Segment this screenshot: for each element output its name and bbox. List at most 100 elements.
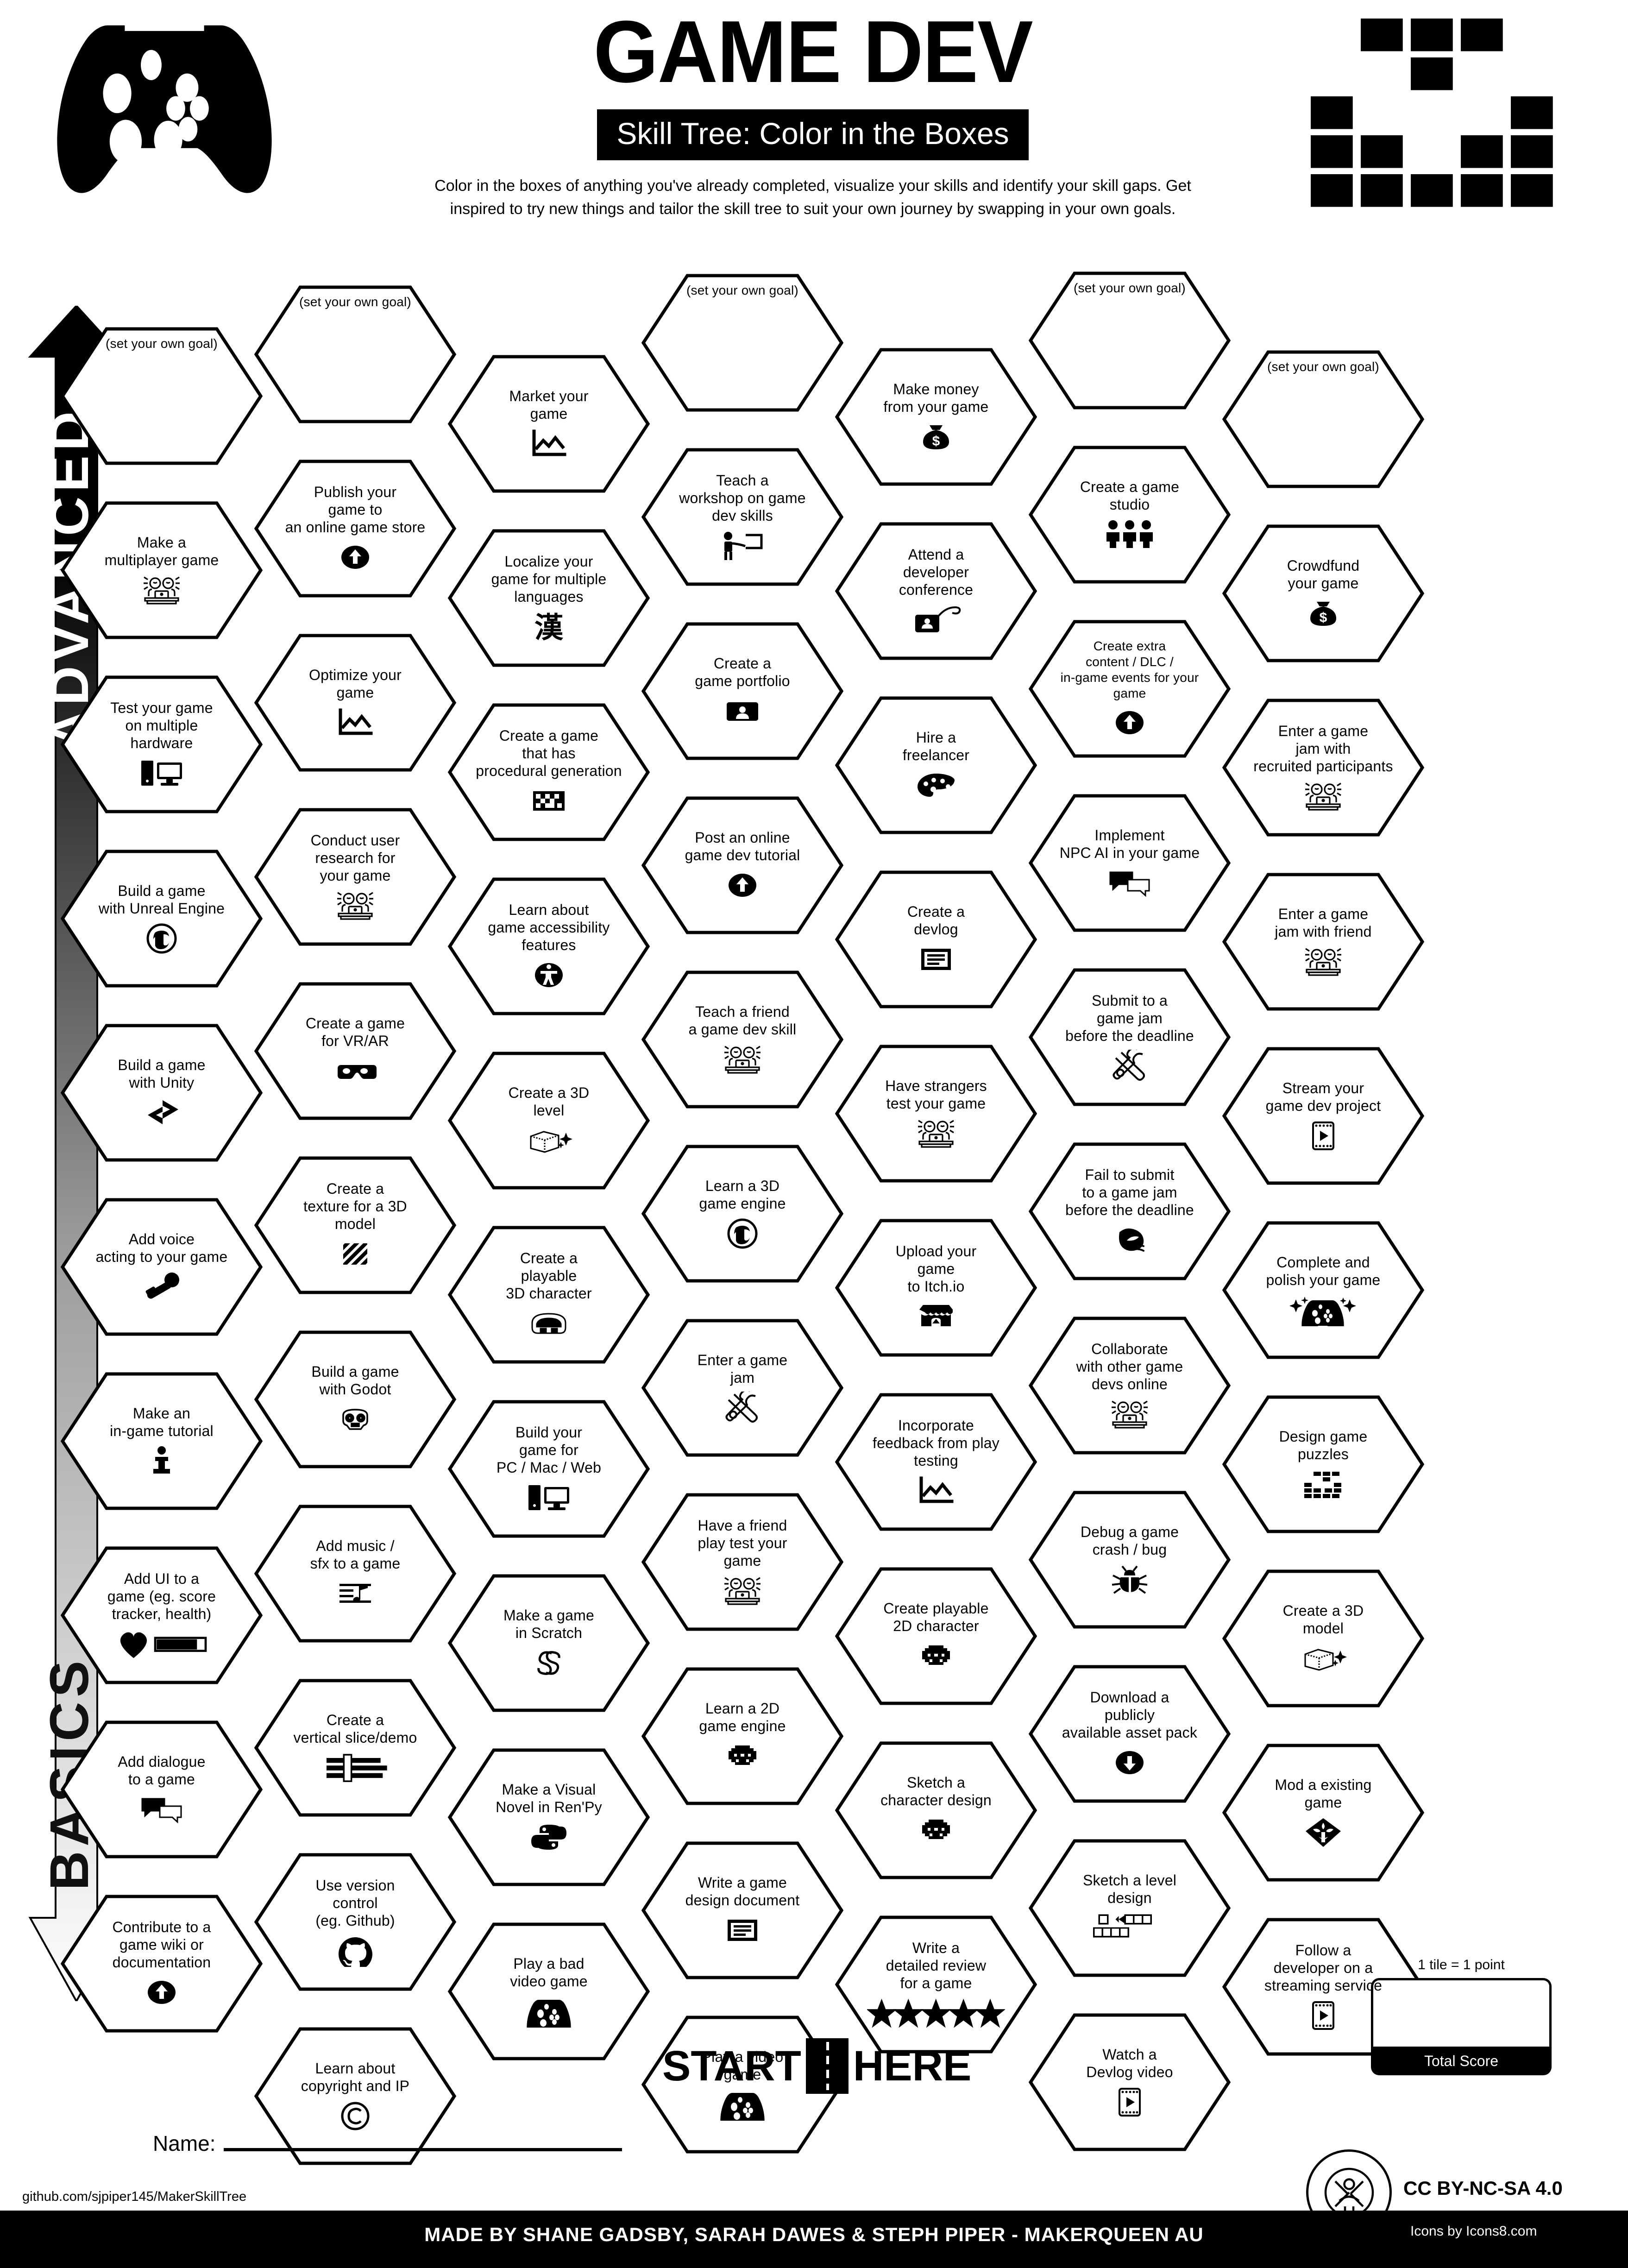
skill-hex-tile[interactable]: Create a game for VR/AR (254, 982, 457, 1121)
skill-hex-tile[interactable]: Play a bad video game (447, 1922, 650, 2061)
skill-hex-tile[interactable]: Have a friend play test your game (641, 1493, 844, 1632)
two-people-laptop-icon (138, 573, 185, 607)
skill-hex-tile[interactable]: Create playable 2D character (835, 1567, 1037, 1706)
name-input-line[interactable] (224, 2148, 622, 2151)
skill-hex-tile[interactable]: Teach a workshop on game dev skills (641, 447, 844, 586)
github-url[interactable]: github.com/sjpiper145/MakerSkillTree (22, 2189, 247, 2204)
hex-outline (60, 327, 263, 466)
skill-hex-tile[interactable]: Complete and polish your game (1222, 1221, 1425, 1360)
skill-hex-tile[interactable]: Fail to submit to a game jam before the de… (1028, 1142, 1231, 1281)
svg-text:$: $ (1320, 610, 1327, 625)
score-input-area[interactable] (1371, 1978, 1552, 2048)
skill-hex-tile[interactable]: (set your own goal) (1028, 271, 1231, 410)
skill-hex-tile[interactable]: Write a game design document (641, 1841, 844, 1980)
skill-hex-tile[interactable]: Enter a game jam with friend (1222, 872, 1425, 1011)
skill-hex-tile[interactable]: Use version control (eg. Github) (254, 1852, 457, 1991)
skill-hex-tile[interactable]: Mod a existing game (1222, 1743, 1425, 1882)
skill-hex-tile[interactable]: Download a publicly available asset pack (1028, 1664, 1231, 1803)
name-field-row[interactable]: Name: (153, 2131, 622, 2156)
heart-healthbar-icon (115, 1627, 208, 1661)
skill-hex-tile[interactable]: Crowdfund your game $ (1222, 524, 1425, 663)
skill-hex-tile[interactable]: Incorporate feedback from play testing (835, 1392, 1037, 1531)
skill-hex-tile[interactable]: Add music / sfx to a game (254, 1504, 457, 1643)
skill-hex-tile[interactable]: (set your own goal) (1222, 350, 1425, 489)
skill-hex-tile[interactable]: Create a 3D model (1222, 1569, 1425, 1708)
skill-hex-tile[interactable]: Collaborate with other game devs online (1028, 1316, 1231, 1455)
total-score-box[interactable]: Total Score (1371, 1978, 1552, 2075)
skill-hex-tile[interactable]: Debug a game crash / bug (1028, 1490, 1231, 1629)
skill-hex-tile[interactable]: Watch a Devlog video (1028, 2013, 1231, 2152)
skill-hex-tile[interactable]: Hire a freelancer (835, 696, 1037, 835)
skill-hex-tile[interactable]: Build a game with Godot (254, 1330, 457, 1469)
skill-hex-tile[interactable]: Add dialogue to a game (60, 1720, 263, 1859)
skill-hex-tile[interactable]: Attend a developer conference (835, 522, 1037, 661)
skill-hex-tile[interactable]: Test your game on multiple hardware (60, 675, 263, 814)
skill-hex-tile[interactable]: Implement NPC AI in your game (1028, 794, 1231, 932)
skill-tile-label: Write a detailed review for a game (886, 1940, 987, 1991)
skill-tile-label: Optimize your game (309, 667, 402, 701)
skill-hex-tile[interactable]: Follow a developer on a streaming service (1222, 1917, 1425, 2056)
skill-hex-tile[interactable]: Make a Visual Novel in Ren'Py (447, 1748, 650, 1887)
skill-hex-tile[interactable]: Write a detailed review for a game (835, 1915, 1037, 2054)
skill-hex-tile[interactable]: Create a texture for a 3D model (254, 1156, 457, 1295)
skill-hex-tile[interactable]: Play a video game (641, 2015, 844, 2154)
skill-hex-tile[interactable]: Create a game that has procedural generati… (447, 703, 650, 842)
skill-hex-tile[interactable]: Submit to a game jam before the deadline (1028, 968, 1231, 1107)
skill-hex-tile[interactable]: Conduct user research for your game (254, 807, 457, 946)
skill-hex-tile[interactable]: (set your own goal) (60, 327, 263, 466)
skill-hex-tile[interactable]: Post an online game dev tutorial (641, 796, 844, 935)
skill-tile-label: Create a 3D level (508, 1084, 590, 1119)
skill-hex-tile[interactable]: Sketch a character design (835, 1741, 1037, 1880)
skill-hex-tile[interactable]: Design game puzzles (1222, 1395, 1425, 1534)
skill-hex-tile[interactable]: (set your own goal) (254, 285, 457, 424)
skill-hex-tile[interactable]: Create a game portfolio (641, 622, 844, 761)
skill-tile-label: Build your game for PC / Mac / Web (496, 1424, 602, 1476)
skill-hex-tile[interactable]: Build your game for PC / Mac / Web (447, 1399, 650, 1538)
skill-hex-tile[interactable]: Publish your game to an online game store (254, 459, 457, 598)
skill-hex-tile[interactable]: Upload your game to Itch.io (835, 1218, 1037, 1357)
skill-hex-tile[interactable]: Localize your game for multiple languages 漢 (447, 529, 650, 668)
skill-hex-tile[interactable]: Sketch a level design (1028, 1839, 1231, 1978)
skill-hex-tile[interactable]: Make money from your game $ (835, 347, 1037, 486)
skill-hex-tile[interactable]: Create a 3D level (447, 1051, 650, 1190)
skill-hex-tile[interactable]: Learn a 2D game engine (641, 1667, 844, 1806)
svg-text:漢: 漢 (534, 611, 564, 643)
skill-hex-tile[interactable]: Create a game studio (1028, 445, 1231, 584)
skill-hex-tile[interactable]: Create a playable 3D character (447, 1225, 650, 1364)
hex-outline (1028, 271, 1231, 410)
skill-hex-tile[interactable]: Have strangers test your game (835, 1044, 1037, 1183)
hex-outline (1028, 1316, 1231, 1455)
skill-tile-label: Complete and polish your game (1266, 1254, 1381, 1288)
skill-hex-tile[interactable]: Contribute to a game wiki or documentation (60, 1894, 263, 2033)
skill-hex-tile[interactable]: Create a devlog (835, 870, 1037, 1009)
skill-hex-tile[interactable]: Make a game in Scratch (447, 1574, 650, 1713)
skill-hex-tile[interactable]: Market your game (447, 354, 650, 493)
skill-hex-tile[interactable]: Create a vertical slice/demo (254, 1678, 457, 1817)
cube-sparkle-icon (523, 1124, 574, 1157)
skill-hex-tile[interactable]: Learn a 3D game engine (641, 1144, 844, 1283)
hex-outline (447, 529, 650, 668)
skill-hex-tile[interactable]: Add voice acting to your game (60, 1197, 263, 1336)
skill-tile-label: Create a game portfolio (695, 655, 790, 689)
itchio-icon (913, 1300, 959, 1333)
hex-outline (447, 354, 650, 493)
skill-hex-tile[interactable]: Learn about copyright and IP (254, 2027, 457, 2166)
skill-tile-label: Make a multiplayer game (104, 534, 219, 568)
skill-hex-tile[interactable]: Create extra content / DLC / in-game event… (1028, 619, 1231, 758)
skill-hex-tile[interactable]: Stream your game dev project (1222, 1046, 1425, 1185)
skill-hex-tile[interactable]: Build a game with Unreal Engine (60, 849, 263, 988)
skill-hex-tile[interactable]: Learn about game accessibility features (447, 877, 650, 1016)
skill-hex-tile[interactable]: Enter a game jam with recruited participan… (1222, 698, 1425, 837)
skill-hex-tile[interactable]: (set your own goal) (641, 273, 844, 412)
hex-outline (641, 1144, 844, 1283)
skill-hex-tile[interactable]: Build a game with Unity (60, 1023, 263, 1162)
skill-hex-tile[interactable]: Add UI to a game (eg. score tracker, healt… (60, 1546, 263, 1685)
money-bag-icon: $ (913, 420, 959, 454)
hex-outline (1028, 794, 1231, 932)
skill-hex-tile[interactable]: Enter a game jam (641, 1318, 844, 1457)
skill-hex-tile[interactable]: Make a multiplayer game (60, 501, 263, 640)
skill-hex-tile[interactable]: Make an in-game tutorial (60, 1372, 263, 1511)
skill-hex-tile[interactable]: Optimize your game (254, 633, 457, 772)
skill-hex-tile[interactable]: Teach a friend a game dev skill (641, 970, 844, 1109)
skill-tile-label: Localize your game for multiple languages (491, 553, 607, 605)
